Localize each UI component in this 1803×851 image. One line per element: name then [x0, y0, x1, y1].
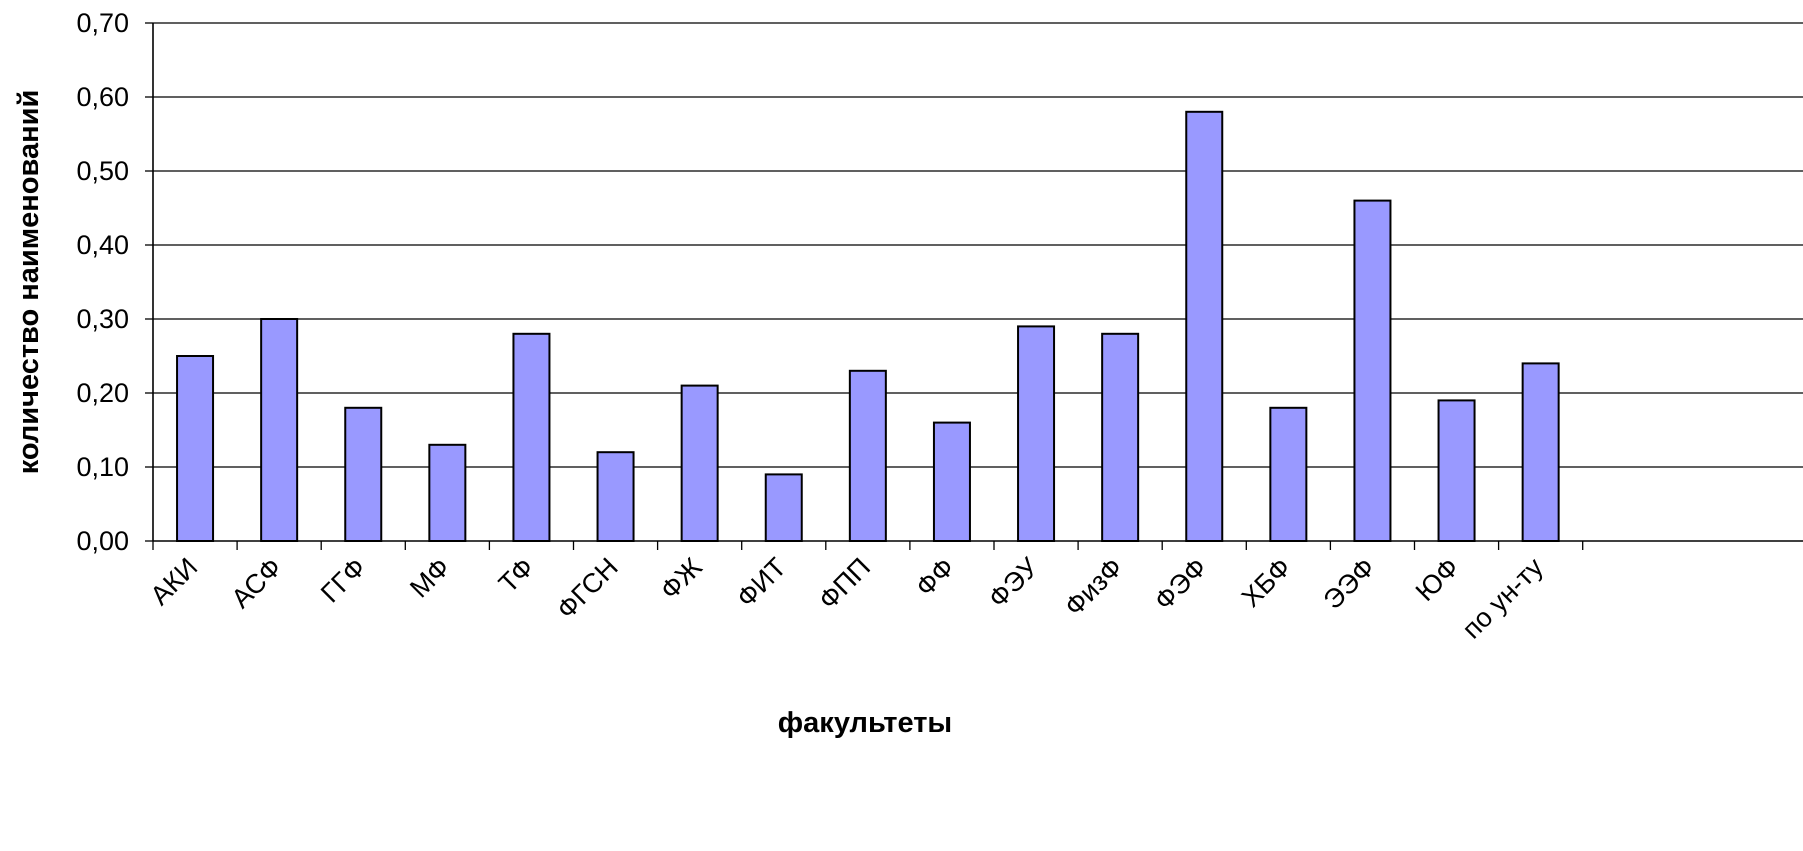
- bar: [764, 473, 803, 542]
- bar: [1185, 110, 1224, 543]
- y-tick-label: 0,10: [76, 452, 129, 482]
- x-tick-label: ФЖ: [655, 552, 708, 605]
- x-tick-label: ЭЭФ: [1318, 552, 1381, 615]
- bar: [1353, 199, 1392, 542]
- bar: [596, 451, 635, 543]
- y-tick-label: 0,60: [76, 82, 129, 112]
- x-tick-label: МФ: [404, 552, 455, 603]
- y-tick-label: 0,70: [76, 8, 129, 38]
- bars: [176, 110, 1560, 543]
- bar: [428, 443, 467, 542]
- y-tick-label: 0,20: [76, 378, 129, 408]
- y-tick-label: 0,30: [76, 304, 129, 334]
- bar: [176, 355, 215, 542]
- bar: [932, 421, 971, 543]
- x-tick-label: ФизФ: [1059, 552, 1129, 622]
- bar: [848, 369, 887, 542]
- bar: [344, 406, 383, 542]
- x-tick-label: ГГФ: [315, 552, 371, 608]
- bar: [1521, 362, 1560, 542]
- x-tick-labels: АКИ АСФ ГГФ МФ ТФ ФГСН ФЖ ФИТ ФПП ФФ ФЭУ ФизФ ФЭФ ХБФ…: [144, 551, 1549, 644]
- x-tick-label: ФГСН: [551, 552, 624, 625]
- x-tick-label: ФЭУ: [983, 551, 1045, 613]
- bar: [1437, 399, 1476, 542]
- y-tick-labels: 0,00 0,10 0,20 0,30 0,40 0,50 0,60 0,70: [76, 8, 129, 556]
- x-tick-label: по ун-ту: [1456, 552, 1549, 645]
- bar: [1101, 332, 1140, 542]
- x-axis-title: факультеты: [778, 707, 952, 739]
- y-axis-title: количество наименований: [13, 90, 45, 475]
- bar: [1017, 325, 1056, 542]
- y-tick-label: 0,40: [76, 230, 129, 260]
- x-tick-label: ЮФ: [1410, 552, 1465, 607]
- x-tick-label: ФЭФ: [1149, 552, 1213, 616]
- x-tick-label: АСФ: [226, 552, 288, 614]
- bar: [260, 318, 299, 542]
- x-tick-label: ТФ: [493, 552, 540, 599]
- x-tick-label: ФПП: [813, 552, 876, 615]
- x-tick-label: ХБФ: [1236, 552, 1297, 613]
- x-tick-label: ФФ: [910, 552, 960, 602]
- axes: [145, 22, 1803, 550]
- bar: [1269, 406, 1308, 542]
- x-tick-label: АКИ: [144, 552, 203, 611]
- x-tick-label: ФИТ: [731, 552, 792, 613]
- y-tick-label: 0,00: [76, 526, 129, 556]
- bar: [512, 332, 551, 542]
- bar: [680, 384, 719, 542]
- y-tick-label: 0,50: [76, 156, 129, 186]
- gridlines: [153, 22, 1803, 468]
